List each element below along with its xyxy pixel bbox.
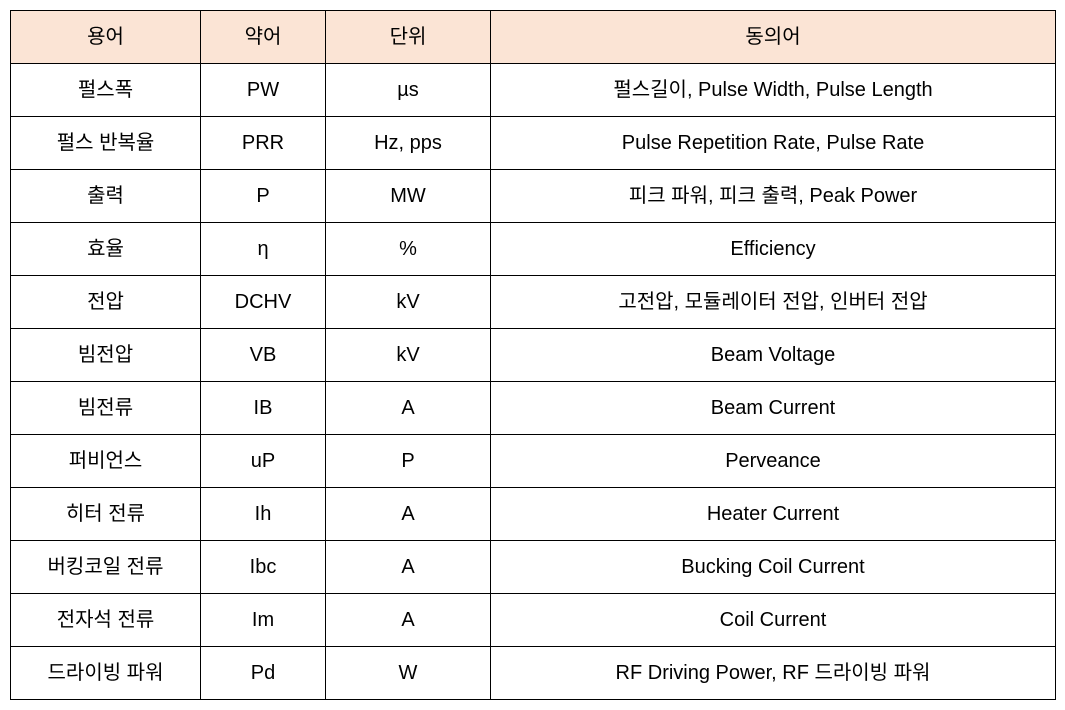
cell-unit: kV <box>326 276 491 329</box>
cell-synonym: Heater Current <box>491 488 1056 541</box>
cell-abbr: Pd <box>201 647 326 700</box>
cell-abbr: Im <box>201 594 326 647</box>
cell-term: 히터 전류 <box>11 488 201 541</box>
cell-unit: P <box>326 435 491 488</box>
cell-term: 퍼비언스 <box>11 435 201 488</box>
cell-unit: A <box>326 541 491 594</box>
cell-synonym: 펄스길이, Pulse Width, Pulse Length <box>491 64 1056 117</box>
cell-synonym: Beam Current <box>491 382 1056 435</box>
cell-term: 빔전압 <box>11 329 201 382</box>
cell-unit: % <box>326 223 491 276</box>
cell-term: 효율 <box>11 223 201 276</box>
cell-term: 드라이빙 파워 <box>11 647 201 700</box>
cell-unit: kV <box>326 329 491 382</box>
header-unit: 단위 <box>326 11 491 64</box>
table-row: 빔전압 VB kV Beam Voltage <box>11 329 1056 382</box>
cell-abbr: η <box>201 223 326 276</box>
table-row: 펄스폭 PW µs 펄스길이, Pulse Width, Pulse Lengt… <box>11 64 1056 117</box>
cell-term: 전압 <box>11 276 201 329</box>
header-abbr: 약어 <box>201 11 326 64</box>
table-row: 드라이빙 파워 Pd W RF Driving Power, RF 드라이빙 파… <box>11 647 1056 700</box>
cell-synonym: RF Driving Power, RF 드라이빙 파워 <box>491 647 1056 700</box>
cell-synonym: Perveance <box>491 435 1056 488</box>
cell-abbr: P <box>201 170 326 223</box>
cell-abbr: IB <box>201 382 326 435</box>
cell-abbr: PRR <box>201 117 326 170</box>
cell-unit: A <box>326 382 491 435</box>
table-header: 용어 약어 단위 동의어 <box>11 11 1056 64</box>
table-body: 펄스폭 PW µs 펄스길이, Pulse Width, Pulse Lengt… <box>11 64 1056 700</box>
cell-term: 펄스 반복율 <box>11 117 201 170</box>
cell-synonym: Beam Voltage <box>491 329 1056 382</box>
cell-synonym: 피크 파워, 피크 출력, Peak Power <box>491 170 1056 223</box>
cell-abbr: Ibc <box>201 541 326 594</box>
cell-synonym: 고전압, 모듈레이터 전압, 인버터 전압 <box>491 276 1056 329</box>
cell-synonym: Pulse Repetition Rate, Pulse Rate <box>491 117 1056 170</box>
table-row: 전자석 전류 Im A Coil Current <box>11 594 1056 647</box>
table-row: 빔전류 IB A Beam Current <box>11 382 1056 435</box>
table-row: 효율 η % Efficiency <box>11 223 1056 276</box>
terminology-table: 용어 약어 단위 동의어 펄스폭 PW µs 펄스길이, Pulse Width… <box>10 10 1056 700</box>
header-row: 용어 약어 단위 동의어 <box>11 11 1056 64</box>
table-row: 출력 P MW 피크 파워, 피크 출력, Peak Power <box>11 170 1056 223</box>
table-row: 펄스 반복율 PRR Hz, pps Pulse Repetition Rate… <box>11 117 1056 170</box>
table-row: 히터 전류 Ih A Heater Current <box>11 488 1056 541</box>
cell-term: 전자석 전류 <box>11 594 201 647</box>
cell-term: 펄스폭 <box>11 64 201 117</box>
cell-synonym: Bucking Coil Current <box>491 541 1056 594</box>
cell-unit: µs <box>326 64 491 117</box>
cell-abbr: Ih <box>201 488 326 541</box>
table-row: 퍼비언스 uP P Perveance <box>11 435 1056 488</box>
cell-unit: Hz, pps <box>326 117 491 170</box>
cell-term: 출력 <box>11 170 201 223</box>
cell-synonym: Coil Current <box>491 594 1056 647</box>
cell-term: 빔전류 <box>11 382 201 435</box>
cell-unit: A <box>326 488 491 541</box>
cell-term: 버킹코일 전류 <box>11 541 201 594</box>
table-row: 버킹코일 전류 Ibc A Bucking Coil Current <box>11 541 1056 594</box>
cell-unit: A <box>326 594 491 647</box>
cell-abbr: PW <box>201 64 326 117</box>
cell-abbr: VB <box>201 329 326 382</box>
header-synonym: 동의어 <box>491 11 1056 64</box>
cell-abbr: uP <box>201 435 326 488</box>
cell-unit: MW <box>326 170 491 223</box>
header-term: 용어 <box>11 11 201 64</box>
cell-synonym: Efficiency <box>491 223 1056 276</box>
table-row: 전압 DCHV kV 고전압, 모듈레이터 전압, 인버터 전압 <box>11 276 1056 329</box>
cell-abbr: DCHV <box>201 276 326 329</box>
cell-unit: W <box>326 647 491 700</box>
